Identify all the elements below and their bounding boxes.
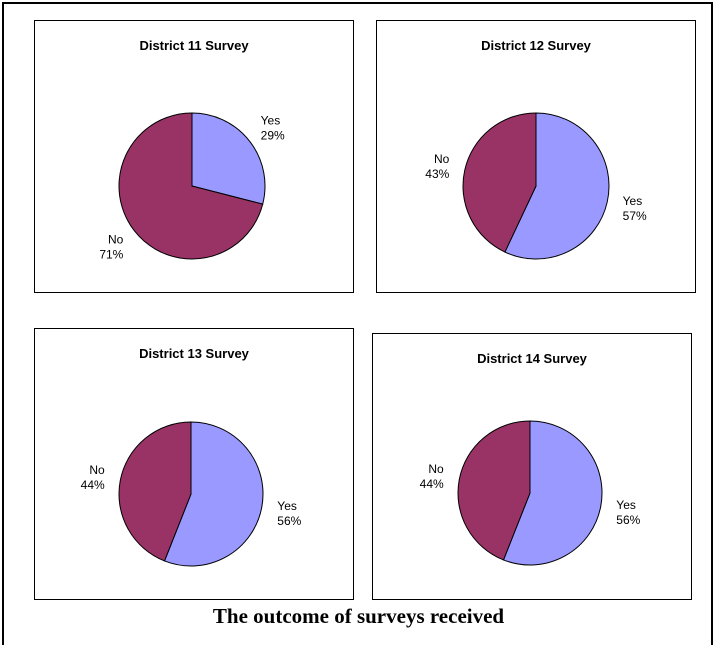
chart-title: District 11 Survey [139,38,249,53]
slice-percent-label: 29% [261,129,285,143]
pie-slice-no [118,421,192,562]
slice-percent-label: 44% [420,477,444,491]
figure-caption: The outcome of surveys received [212,604,505,628]
pie-slice-no [118,112,264,260]
slice-category-label: No [108,232,124,246]
slice-percent-label: 44% [81,478,105,492]
slice-category-label: Yes [277,499,297,513]
chart-title: District 14 Survey [477,351,587,366]
slice-category-label: No [428,462,444,476]
pie-slice-yes [163,421,264,567]
chart-title: District 12 Survey [481,38,591,53]
chart-panel-district-12: District 12 Survey Yes 57% No 43% [376,20,696,293]
pie-slice-yes [502,420,603,566]
slice-percent-label: 56% [277,514,301,528]
slice-category-label: Yes [616,498,636,512]
chart-panel-district-13: District 13 Survey Yes 56% No 44% [34,328,354,600]
slice-percent-label: 71% [99,247,123,261]
slice-percent-label: 43% [425,167,449,181]
pie-slice-yes [504,112,610,260]
chart-panel-district-11: District 11 Survey Yes 29% No 71% [34,20,354,293]
slice-category-label: No [89,463,105,477]
slice-category-label: Yes [623,194,643,208]
pie-slice-no [462,112,537,253]
slice-percent-label: 56% [616,513,640,527]
pie-slice-yes [191,112,266,205]
slice-percent-label: 57% [623,209,647,223]
pie-slice-no [457,420,531,561]
slice-category-label: Yes [261,114,281,128]
slice-category-label: No [434,152,450,166]
chart-title: District 13 Survey [139,346,249,361]
chart-panel-district-14: District 14 Survey Yes 56% No 44% [372,333,692,600]
